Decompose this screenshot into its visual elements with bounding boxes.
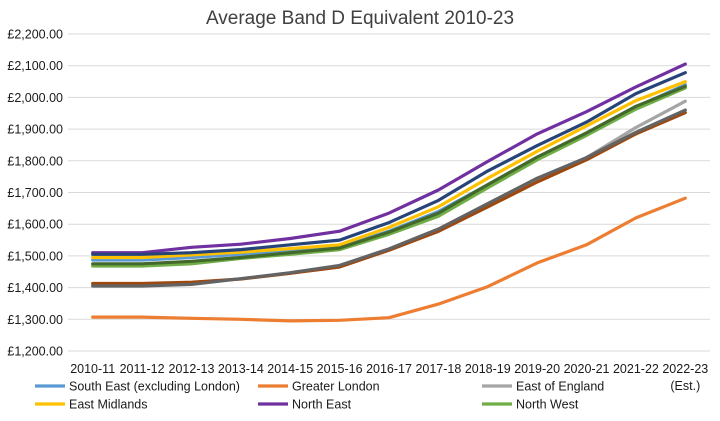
y-tick-label: £1,400.00 — [7, 281, 63, 295]
x-tick-label: 2015-16 — [317, 362, 363, 376]
x-axis-tick-labels: 2010-11 2011-12 2012-13 2013-14 2014-15 2015-… — [70, 362, 708, 393]
series-line — [91, 108, 687, 288]
series-lines — [91, 62, 687, 323]
legend: South East (excluding London) Greater Lon… — [35, 380, 604, 412]
x-tick-label: 2018-19 — [465, 362, 511, 376]
y-tick-label: £1,300.00 — [7, 313, 63, 327]
y-tick-label: £2,100.00 — [7, 59, 63, 73]
x-tick-label: 2021-22 — [613, 362, 659, 376]
x-tick-label: 2013-14 — [218, 362, 264, 376]
legend-label: North West — [516, 398, 579, 412]
series-line-greater-london — [91, 196, 687, 323]
x-tick-label: 2022-23 (Est.) — [662, 362, 708, 393]
series-line-north-west — [91, 86, 687, 268]
series-line-north-east — [91, 62, 687, 255]
y-tick-label: £1,500.00 — [7, 249, 63, 263]
y-tick-label: £2,000.00 — [7, 91, 63, 105]
x-tick-label: 2012-13 — [169, 362, 215, 376]
legend-label: South East (excluding London) — [69, 380, 240, 394]
y-tick-label: £1,700.00 — [7, 186, 63, 200]
legend-label: East of England — [516, 380, 604, 394]
legend-label: East Midlands — [69, 398, 148, 412]
y-tick-label: £2,200.00 — [7, 28, 63, 42]
series-line — [91, 71, 687, 256]
series-line — [91, 84, 687, 266]
chart-title: Average Band D Equivalent 2010-23 — [206, 8, 514, 29]
y-axis-tick-labels: £1,200.00 £1,300.00 £1,400.00 £1,500.00 £1,6… — [7, 28, 63, 359]
x-tick-label: 2010-11 — [70, 362, 115, 376]
y-tick-label: £1,200.00 — [7, 345, 63, 359]
series-line-east-midlands — [91, 79, 687, 260]
y-tick-label: £1,800.00 — [7, 154, 63, 168]
x-tick-label: 2017-18 — [415, 362, 461, 376]
x-tick-label: 2011-12 — [120, 362, 165, 376]
y-tick-label: £1,900.00 — [7, 123, 63, 137]
y-tick-label: £1,600.00 — [7, 218, 63, 232]
x-tick-label: 2014-15 — [267, 362, 313, 376]
legend-label: North East — [292, 398, 352, 412]
x-tick-label: 2016-17 — [366, 362, 412, 376]
x-tick-label: 2020-21 — [564, 362, 610, 376]
legend-label: Greater London — [292, 380, 380, 394]
x-tick-label: 2019-20 — [514, 362, 560, 376]
